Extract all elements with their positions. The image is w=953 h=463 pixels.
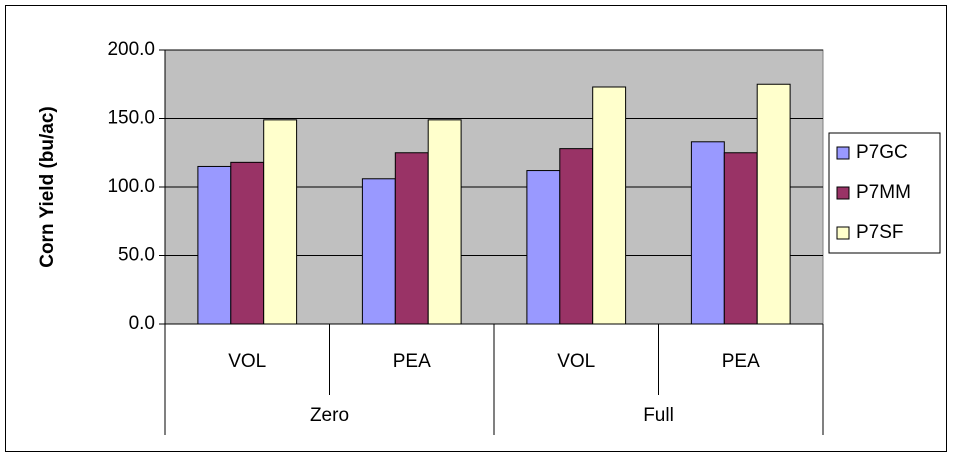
bar <box>559 148 594 325</box>
x-tick-label: VOL <box>228 351 266 372</box>
legend-swatch <box>836 186 850 200</box>
group-label: Full <box>643 405 674 426</box>
bar <box>526 170 561 325</box>
x-tick-label: PEA <box>722 351 760 372</box>
bar <box>197 165 232 325</box>
y-tick-label: 150.0 <box>107 108 155 129</box>
legend-swatch <box>836 146 850 160</box>
bar <box>723 152 758 325</box>
bar <box>361 178 396 325</box>
y-tick-label: 100.0 <box>107 176 155 197</box>
legend-swatch <box>836 226 850 240</box>
bar <box>690 141 725 325</box>
y-tick-label: 0.0 <box>129 313 155 334</box>
bar <box>230 161 265 325</box>
legend-label: P7SF <box>856 222 904 243</box>
legend-label: P7MM <box>856 182 911 203</box>
bar <box>263 119 298 325</box>
y-tick-label: 200.0 <box>107 39 155 60</box>
bar <box>427 119 462 325</box>
bar <box>756 83 791 325</box>
y-axis-title: Corn Yield (bu/ac) <box>37 106 58 268</box>
x-tick-label: PEA <box>393 351 431 372</box>
group-label: Zero <box>310 405 349 426</box>
x-tick-label: VOL <box>557 351 595 372</box>
bar <box>394 152 429 325</box>
bar <box>592 86 627 325</box>
legend-label: P7GC <box>856 142 908 163</box>
y-tick-label: 50.0 <box>118 245 155 266</box>
